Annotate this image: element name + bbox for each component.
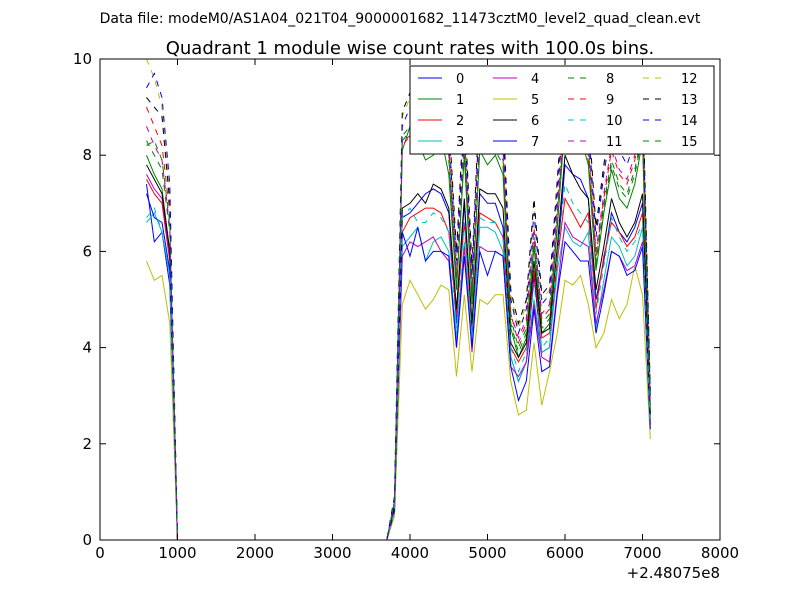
series-10-line bbox=[146, 183, 651, 541]
legend-label-2: 2 bbox=[456, 114, 464, 129]
y-tick-label: 8 bbox=[82, 146, 92, 164]
legend-label-3: 3 bbox=[456, 135, 464, 150]
legend-label-7: 7 bbox=[531, 135, 539, 150]
y-tick-label: 4 bbox=[82, 339, 92, 357]
x-tick-label: 2000 bbox=[236, 544, 274, 562]
x-tick-label: 7000 bbox=[623, 544, 661, 562]
series-5-line bbox=[146, 260, 651, 541]
legend-label-11: 11 bbox=[606, 135, 623, 150]
data-file-suptitle: Data file: modeM0/AS1A04_021T04_90000016… bbox=[100, 11, 701, 27]
plot-area: 0 1000 2000 3000 4000 5000 6000 7000 80000246810… bbox=[73, 50, 739, 562]
x-tick-label: 1000 bbox=[158, 544, 196, 562]
legend-label-1: 1 bbox=[456, 93, 464, 108]
series-6-line bbox=[146, 155, 651, 541]
legend-label-6: 6 bbox=[531, 114, 539, 129]
legend-label-5: 5 bbox=[531, 93, 539, 108]
legend-label-8: 8 bbox=[606, 72, 614, 87]
legend-label-10: 10 bbox=[606, 114, 623, 129]
legend-label-9: 9 bbox=[606, 93, 614, 108]
series-11-line bbox=[146, 106, 651, 541]
legend-label-12: 12 bbox=[681, 72, 698, 87]
y-tick-label: 0 bbox=[82, 531, 92, 549]
x-tick-label: 6000 bbox=[546, 544, 584, 562]
y-tick-label: 10 bbox=[73, 50, 92, 68]
x-offset-label: +2.48075e8 bbox=[627, 564, 720, 582]
x-tick-label: 0 bbox=[95, 544, 105, 562]
x-tick-label: 4000 bbox=[391, 544, 429, 562]
chart-title: Quadrant 1 module wise count rates with … bbox=[166, 38, 655, 59]
x-tick-label: 5000 bbox=[468, 544, 506, 562]
axes-frame bbox=[99, 58, 721, 541]
legend-label-4: 4 bbox=[531, 72, 539, 87]
y-tick-label: 2 bbox=[82, 435, 92, 453]
x-tick-label: 3000 bbox=[313, 544, 351, 562]
legend-label-0: 0 bbox=[456, 72, 464, 87]
x-tick-label: 8000 bbox=[701, 544, 739, 562]
legend-label-13: 13 bbox=[681, 93, 698, 108]
series-7-line bbox=[146, 193, 651, 541]
legend-label-15: 15 bbox=[681, 135, 698, 150]
legend-box bbox=[409, 65, 715, 155]
series-15-line bbox=[146, 116, 651, 541]
legend-label-14: 14 bbox=[681, 114, 698, 129]
y-tick-label: 6 bbox=[82, 242, 92, 260]
